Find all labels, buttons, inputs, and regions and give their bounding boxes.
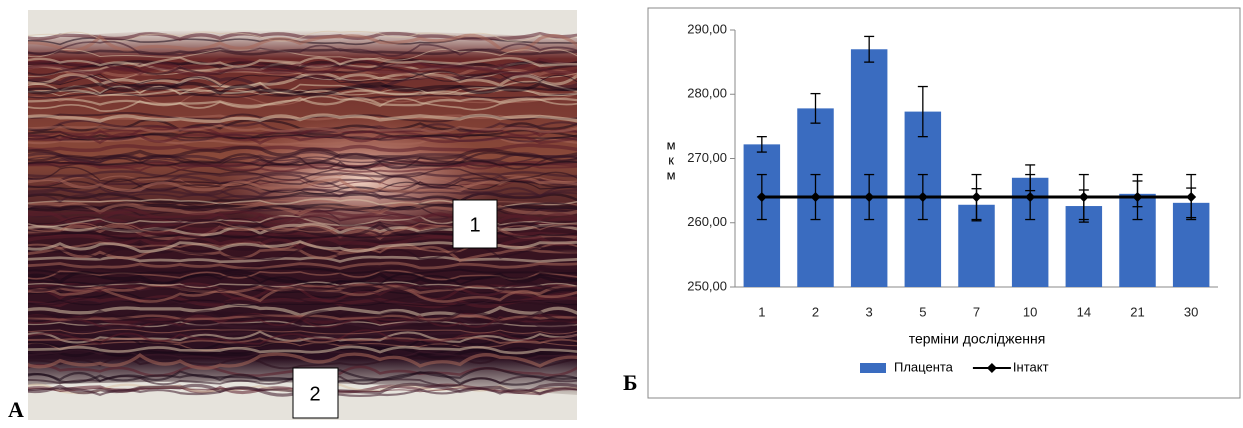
micrograph [28, 10, 577, 420]
fiber [28, 297, 577, 305]
fiber [28, 199, 577, 207]
fiber [28, 231, 577, 240]
fiber [28, 154, 577, 173]
fiber [28, 354, 577, 370]
fiber [28, 329, 577, 345]
fiber [28, 210, 577, 221]
fiber [28, 270, 577, 286]
x-tick-label: 3 [866, 304, 873, 319]
error-bar [756, 136, 767, 153]
marker [917, 192, 928, 203]
bar [850, 49, 888, 288]
fiber [28, 63, 577, 77]
fiber [28, 191, 577, 203]
fiber [28, 216, 577, 227]
fiber [28, 275, 577, 282]
legend-swatch [860, 363, 886, 373]
fiber [28, 261, 577, 271]
legend-label: Плацента [894, 359, 954, 374]
legend-label: Інтакт [1013, 359, 1049, 374]
error-bar [864, 35, 875, 63]
fiber [28, 345, 577, 355]
marker [864, 192, 875, 203]
panel-label: А [8, 397, 24, 422]
fiber [28, 96, 577, 108]
fiber [28, 352, 577, 370]
marker [1186, 192, 1197, 203]
marker [756, 192, 767, 203]
fiber [28, 166, 577, 183]
fiber [28, 309, 577, 325]
fiber [28, 281, 577, 292]
marker [1025, 192, 1036, 203]
fiber [28, 81, 577, 97]
y-tick-label: 250,00 [687, 278, 727, 293]
fiber [28, 198, 577, 210]
fiber [28, 176, 577, 193]
fiber [28, 136, 577, 146]
legend-marker [986, 363, 997, 373]
fiber [28, 48, 577, 61]
fiber [28, 114, 577, 121]
marker-label: 2 [309, 383, 320, 405]
x-tick-label: 7 [973, 304, 980, 319]
fiber [28, 64, 577, 79]
x-tick-label: 30 [1184, 304, 1198, 319]
marker [810, 192, 821, 203]
panel-label: Б [623, 370, 638, 395]
x-tick-label: 14 [1077, 304, 1091, 319]
fiber [28, 151, 577, 166]
marker-box [292, 367, 339, 419]
x-tick-label: 10 [1023, 304, 1037, 319]
fiber [28, 221, 577, 233]
marker-label: 1 [469, 214, 480, 236]
fiber [28, 73, 577, 88]
x-tick-label: 5 [919, 304, 926, 319]
x-tick-label: 21 [1130, 304, 1144, 319]
fiber [28, 113, 577, 123]
marker-box [452, 199, 498, 249]
fiber [28, 48, 577, 56]
error-bar [917, 85, 928, 138]
y-tick-label: 270,00 [687, 150, 727, 165]
x-tick-label: 1 [758, 304, 765, 319]
y-tick-label: 280,00 [687, 86, 727, 101]
error-bar [810, 92, 821, 124]
fiber [28, 328, 577, 335]
fiber [28, 219, 577, 237]
y-axis-label: мкм [664, 138, 679, 183]
fiber [28, 119, 577, 134]
fiber [28, 124, 577, 133]
marker [1078, 192, 1089, 203]
marker [1132, 192, 1143, 203]
fiber [28, 40, 577, 57]
fiber [28, 284, 577, 296]
x-axis-label: терміни дослідження [909, 331, 1046, 347]
fiber [28, 132, 577, 145]
marker [971, 192, 982, 203]
y-tick-label: 290,00 [687, 21, 727, 36]
fiber [28, 30, 577, 42]
fiber [28, 159, 577, 169]
fiber [28, 201, 577, 211]
fiber [28, 95, 577, 112]
fiber [28, 267, 577, 275]
fiber [28, 170, 577, 178]
fiber [28, 336, 577, 344]
fiber [28, 281, 577, 289]
fiber [28, 245, 577, 263]
fiber [28, 240, 577, 253]
fiber [28, 56, 577, 68]
x-tick-label: 2 [812, 304, 819, 319]
fiber [28, 172, 577, 187]
fiber [28, 187, 577, 199]
y-tick-label: 260,00 [687, 214, 727, 229]
